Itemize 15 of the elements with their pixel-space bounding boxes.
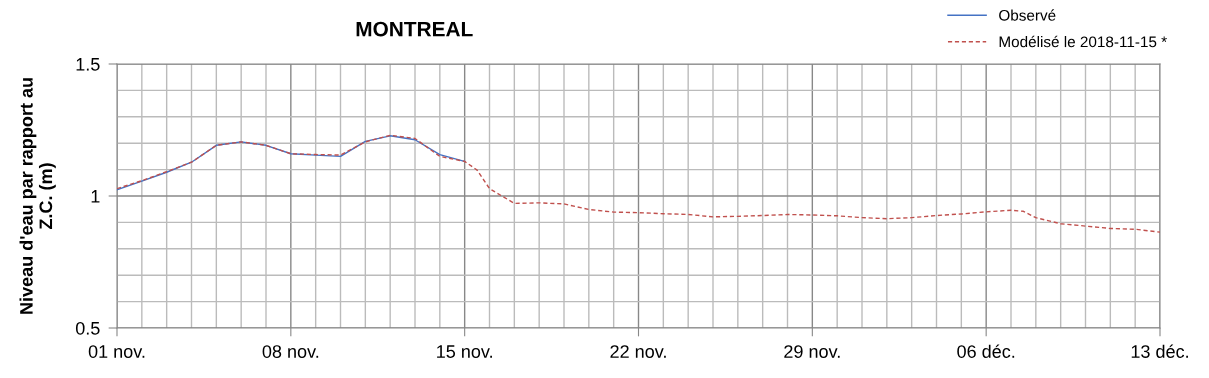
- x-tick-label: 06 déc.: [957, 344, 1015, 358]
- line-series: [117, 135, 466, 191]
- y-tick-label: 1.5: [76, 58, 100, 71]
- y-tick-label: 1: [91, 190, 100, 203]
- legend-label: Observé: [999, 9, 1056, 21]
- x-tick-label: 08 nov.: [262, 345, 319, 358]
- chart-title: MONTREAL: [356, 21, 473, 37]
- x-tick-label: 29 nov.: [784, 345, 840, 358]
- x-tick-label: 01 nov.: [88, 345, 145, 358]
- y-tick-label: 0.5: [75, 321, 100, 335]
- x-tick-label: 15 nov.: [437, 345, 492, 358]
- legend-label: Modélisé le 2018-11-15 *: [999, 35, 1167, 48]
- x-tick-label: 13 déc.: [1131, 344, 1188, 358]
- x-tick-label: 22 nov.: [610, 345, 666, 358]
- y-axis-title: Niveau d'eau par rapport au Z.C. (m): [19, 78, 56, 314]
